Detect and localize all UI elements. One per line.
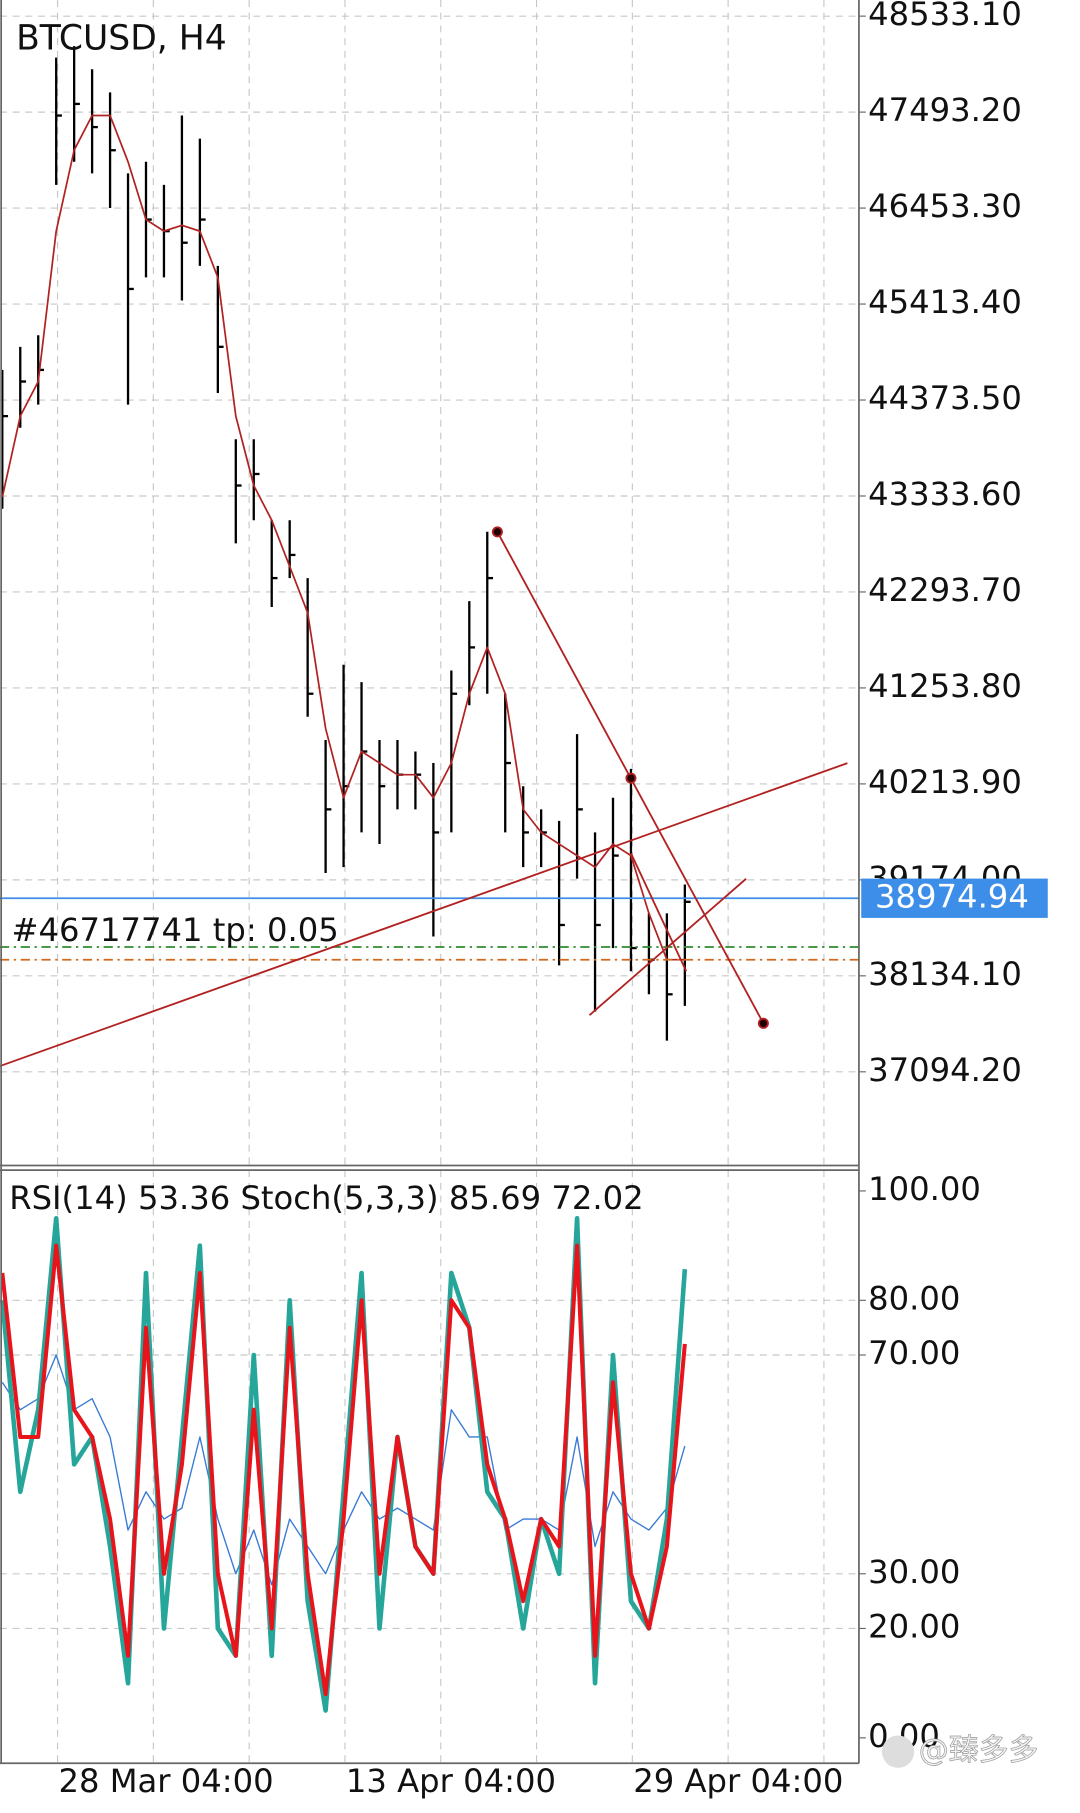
watermark: @臻多多 bbox=[919, 1733, 1039, 1768]
series-line bbox=[0, 1243, 687, 1697]
indicator-title: RSI(14) 53.36 Stoch(5,3,3) 85.69 72.02 bbox=[9, 1179, 643, 1217]
y-tick-label: 47493.20 bbox=[868, 91, 1022, 129]
trend-point bbox=[625, 772, 637, 784]
series-line bbox=[1, 114, 685, 961]
trendline bbox=[588, 878, 747, 1016]
y-tick-label: 40213.90 bbox=[868, 763, 1022, 801]
marks bbox=[0, 15, 866, 1739]
vertical-grid bbox=[56, 0, 825, 1764]
overlay: 48533.10 47493.20 46453.30 45413.40 44373.50… bbox=[58, 0, 1048, 1800]
y-tick-label: 45413.40 bbox=[868, 283, 1022, 321]
x-tick-label: 29 Apr 04:00 bbox=[633, 1762, 843, 1800]
y-tick-label: 48533.10 bbox=[868, 0, 1022, 33]
y-tick-label: 44373.50 bbox=[868, 379, 1022, 417]
watermark-icon bbox=[881, 1735, 915, 1768]
y-tick-label: 80.00 bbox=[868, 1279, 960, 1317]
trendline bbox=[0, 762, 848, 1067]
trendline bbox=[630, 852, 688, 972]
order-label: #46717741 tp: 0.05 bbox=[12, 911, 339, 949]
y-tick-label: 43333.60 bbox=[868, 475, 1022, 513]
x-tick-label: 28 Mar 04:00 bbox=[58, 1762, 273, 1800]
y-tick-label: 37094.20 bbox=[868, 1051, 1022, 1089]
trendlines bbox=[0, 526, 848, 1067]
y-tick-label: 70.00 bbox=[868, 1334, 960, 1372]
trend-point bbox=[491, 526, 503, 538]
y-tick-label: 46453.30 bbox=[868, 187, 1022, 225]
y-tick-label: 30.00 bbox=[868, 1553, 960, 1591]
last-price-label: 38974.94 bbox=[875, 877, 1029, 915]
y-tick-label: 100.00 bbox=[868, 1170, 981, 1208]
x-tick-label: 13 Apr 04:00 bbox=[346, 1762, 556, 1800]
trend-point bbox=[757, 1017, 769, 1029]
y-tick-label: 38134.10 bbox=[868, 955, 1022, 993]
y-tick-label: 41253.80 bbox=[868, 667, 1022, 705]
last-price-box bbox=[861, 878, 1048, 918]
y-tick-label: 20.00 bbox=[868, 1607, 960, 1645]
y-tick-label: 42293.70 bbox=[868, 571, 1022, 609]
chart-title: BTCUSD, H4 bbox=[16, 18, 227, 58]
